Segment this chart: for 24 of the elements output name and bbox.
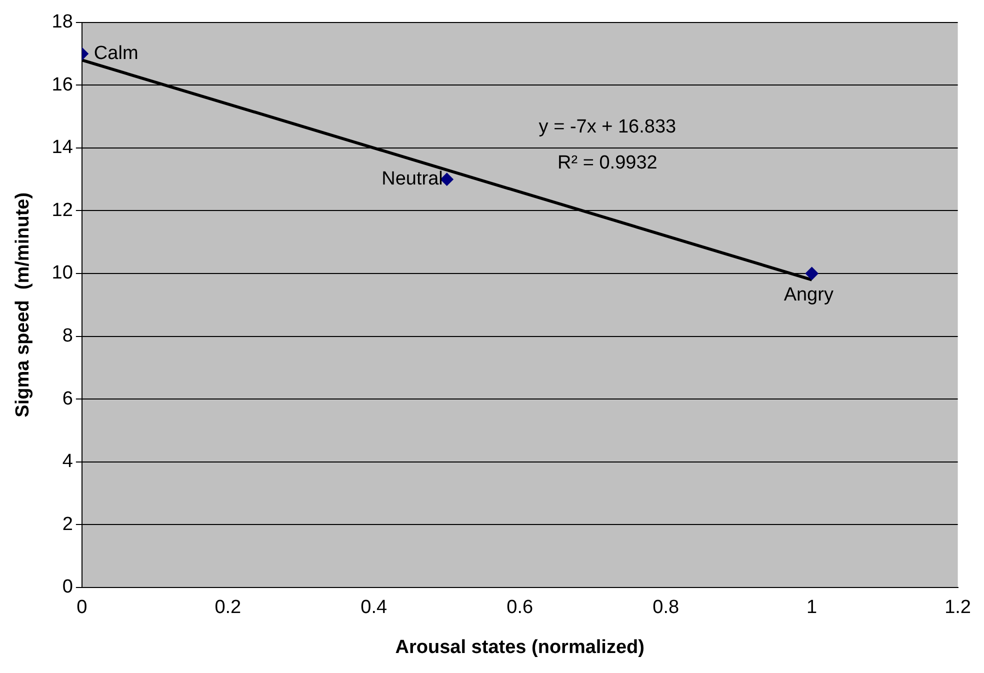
annotation: Calm	[94, 43, 138, 64]
y-tick-label: 10	[52, 262, 73, 284]
x-tick-label: 0.2	[214, 597, 242, 618]
y-axis-title: Sigma speed (m/minute)	[12, 192, 34, 418]
x-tick-label: 0.8	[652, 597, 680, 618]
y-tick-label: 6	[62, 388, 73, 410]
annotation: Angry	[784, 284, 834, 306]
x-tick-label: 1.2	[944, 597, 972, 618]
y-tick-label: 16	[52, 74, 73, 96]
y-tick-label: 8	[62, 326, 73, 347]
annotation: R² = 0.9932	[558, 152, 658, 174]
x-axis-title: Arousal states (normalized)	[395, 636, 644, 658]
annotation: y = -7x + 16.833	[538, 116, 676, 138]
x-tick-label: 1	[806, 597, 818, 618]
annotation: Neutral	[382, 168, 443, 190]
y-tick-label: 12	[52, 200, 73, 221]
y-tick-label: 14	[52, 137, 74, 158]
x-tick-label: 0	[76, 597, 88, 618]
y-tick-label: 4	[62, 451, 74, 472]
x-tick-label: 0.6	[506, 597, 534, 618]
y-tick-label: 18	[52, 12, 73, 33]
y-tick-label: 0	[62, 576, 73, 598]
x-tick-label: 0.4	[360, 597, 388, 618]
y-tick-label: 2	[62, 514, 73, 535]
